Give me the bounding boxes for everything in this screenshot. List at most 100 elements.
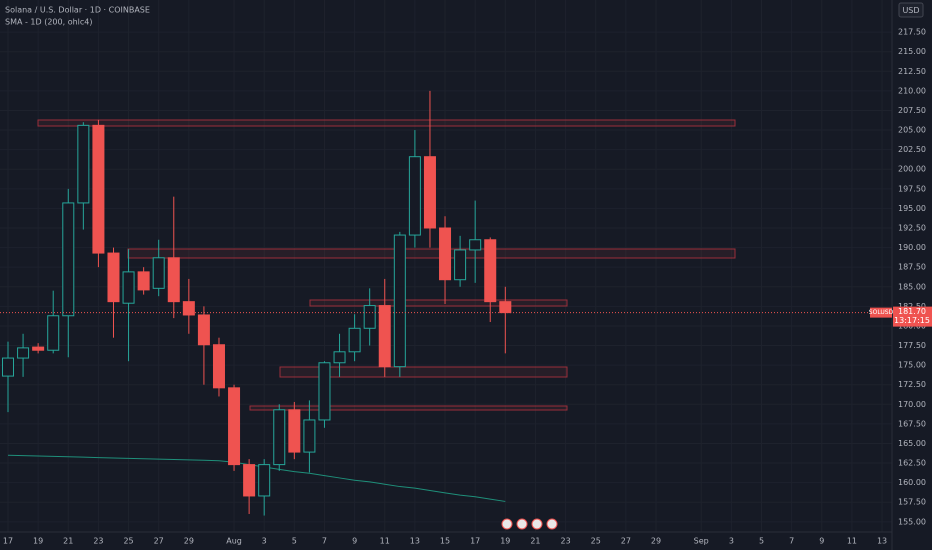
currency-button[interactable]	[898, 2, 924, 18]
event-icon[interactable]	[546, 518, 558, 530]
candle-body	[423, 156, 436, 229]
x-tick-label: 25	[591, 537, 601, 546]
candle-body	[2, 357, 14, 377]
y-tick-label: 187.50	[898, 263, 926, 272]
countdown-label: 13:17:15	[894, 316, 930, 325]
symbol-tag	[870, 307, 892, 318]
candle-body	[167, 257, 180, 303]
price-tag	[893, 306, 932, 327]
x-tick-label: 17	[3, 537, 13, 546]
y-tick-label: 185.00	[898, 282, 926, 291]
candle-body	[348, 327, 361, 353]
x-tick-label: 19	[500, 537, 510, 546]
y-tick-label: 175.00	[898, 361, 926, 370]
x-tick-label: 7	[322, 537, 327, 546]
candle-body	[32, 346, 45, 351]
candle-body	[182, 301, 195, 316]
x-tick-label: 13	[877, 537, 887, 546]
y-tick-label: 157.50	[898, 498, 926, 507]
candle-body	[77, 124, 90, 204]
x-tick-label: 9	[352, 537, 357, 546]
y-tick-label: 210.00	[898, 86, 926, 95]
event-icons	[501, 518, 558, 530]
zone	[279, 366, 568, 378]
x-tick-label: 21	[530, 537, 540, 546]
candle-body	[484, 239, 497, 303]
event-icon[interactable]	[531, 518, 543, 530]
candle-body	[363, 305, 376, 329]
zone	[309, 299, 568, 307]
y-tick-label: 200.00	[898, 165, 926, 174]
indicator-legend[interactable]: SMA - 1D (200, ohlc4)	[5, 18, 93, 27]
x-tick-label: 17	[470, 537, 480, 546]
y-tick-label: 167.50	[898, 419, 926, 428]
y-tick-label: 197.50	[898, 184, 926, 193]
zone	[37, 119, 736, 127]
event-icon[interactable]	[516, 518, 528, 530]
x-tick-label: 25	[123, 537, 133, 546]
y-tick-label: 207.50	[898, 106, 926, 115]
candle-body	[152, 257, 165, 289]
x-tick-label: 29	[651, 537, 661, 546]
candle-body	[17, 347, 30, 359]
x-tick-label: 3	[729, 537, 734, 546]
x-tick-label: 11	[847, 537, 857, 546]
candle-body	[107, 252, 120, 303]
candle-body	[243, 464, 256, 497]
x-tick-label: 27	[154, 537, 164, 546]
candle-body	[273, 409, 286, 466]
y-tick-label: 202.50	[898, 145, 926, 154]
y-tick-label: 212.50	[898, 67, 926, 76]
y-tick-label: 182.50	[898, 302, 926, 311]
price-label: 181.70	[898, 307, 926, 316]
candle-body	[47, 315, 60, 351]
y-tick-label: 192.50	[898, 224, 926, 233]
sma-line	[7, 454, 506, 502]
candle-body	[378, 305, 391, 368]
x-tick-label: 11	[380, 537, 390, 546]
x-tick-label: 23	[560, 537, 570, 546]
candle-body	[212, 344, 225, 389]
candle-body	[92, 124, 105, 254]
y-tick-label: 217.50	[898, 28, 926, 37]
x-tick-label: 15	[440, 537, 450, 546]
x-tick-label: 13	[410, 537, 420, 546]
y-tick-label: 195.00	[898, 204, 926, 213]
x-tick-label: 3	[262, 537, 267, 546]
y-tick-label: 215.00	[898, 47, 926, 56]
candle-body	[288, 409, 301, 453]
candle-body	[439, 227, 452, 281]
y-tick-label: 165.00	[898, 439, 926, 448]
candle-body	[408, 156, 421, 236]
y-tick-label: 160.00	[898, 478, 926, 487]
candle-body	[122, 271, 135, 304]
candle-body	[62, 202, 75, 317]
x-tick-label: 23	[93, 537, 103, 546]
candle-body	[228, 387, 241, 466]
zone	[249, 405, 568, 411]
plot	[0, 90, 892, 516]
x-tick-label: 21	[63, 537, 73, 546]
candle-body	[499, 301, 512, 314]
symbol-label: SOLUSD	[869, 309, 894, 316]
x-tick-label: 29	[184, 537, 194, 546]
y-tick-label: 172.50	[898, 380, 926, 389]
x-tick-label: 9	[819, 537, 824, 546]
candle-body	[137, 271, 150, 291]
candle-body	[258, 464, 271, 497]
y-tick-label: 170.00	[898, 400, 926, 409]
candle-body	[333, 351, 346, 364]
x-tick-label: 19	[33, 537, 43, 546]
candle-body	[318, 362, 331, 421]
x-tick-label: Sep	[694, 537, 709, 546]
event-icon[interactable]	[501, 518, 513, 530]
currency-label: USD	[902, 6, 919, 15]
zones	[37, 119, 736, 411]
candle-body	[393, 234, 406, 368]
candle-body	[469, 239, 482, 251]
candle-body	[303, 419, 316, 453]
y-tick-label: 155.00	[898, 517, 926, 526]
x-tick-label: 5	[292, 537, 297, 546]
